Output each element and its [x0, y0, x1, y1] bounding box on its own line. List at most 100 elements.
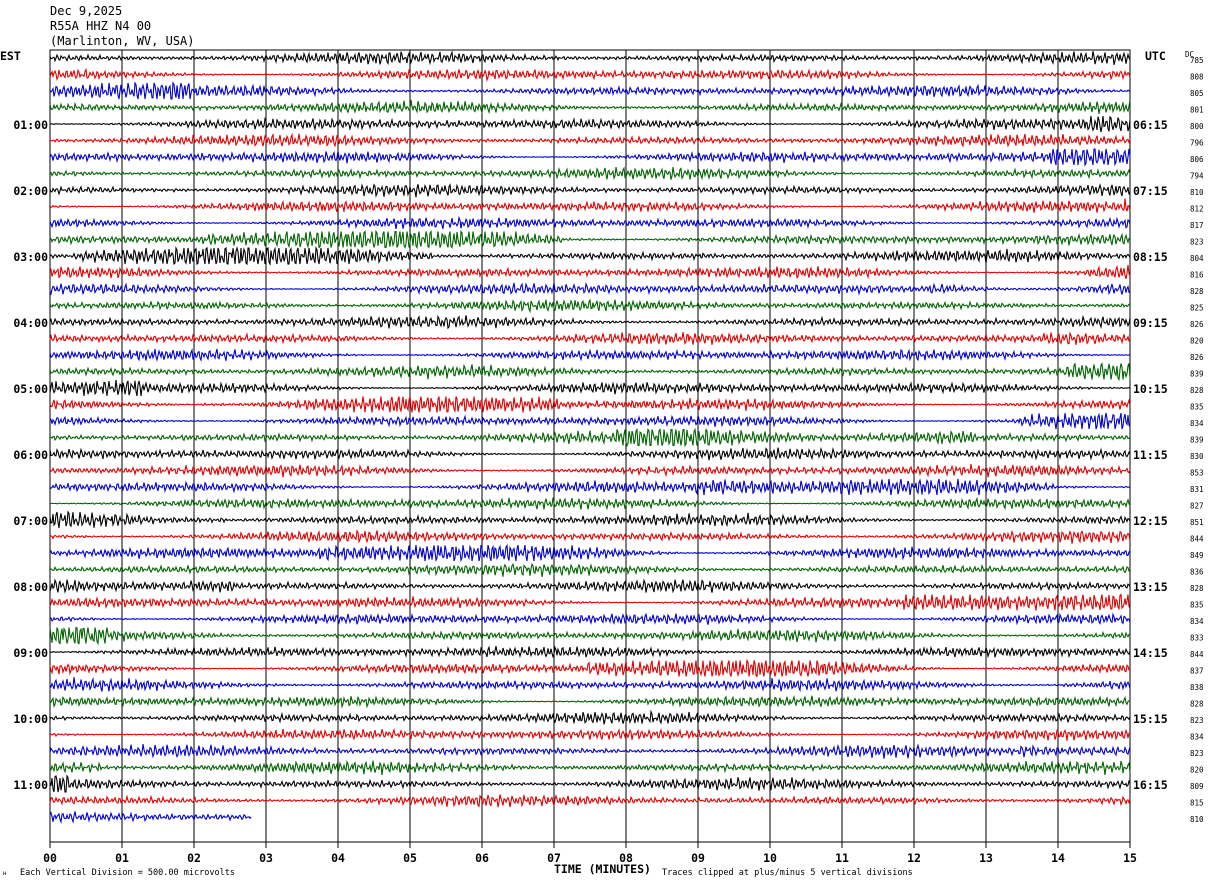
x-tick-label: 13 — [979, 851, 993, 865]
seismic-trace — [49, 331, 1131, 345]
x-tick-label: 09 — [691, 851, 705, 865]
seismic-trace — [49, 412, 1131, 430]
dc-value: 806 — [1190, 155, 1204, 164]
dc-value: 812 — [1190, 205, 1204, 214]
seismic-trace — [49, 182, 1131, 198]
seismic-trace — [49, 645, 1131, 659]
plot-grid — [49, 49, 1131, 848]
est-hour-label: 05:00 — [13, 382, 48, 396]
utc-hour-label: 14:15 — [1133, 646, 1168, 660]
seismic-trace — [49, 496, 1131, 511]
seismic-trace — [49, 81, 1131, 100]
seismic-trace — [49, 282, 1131, 296]
seismic-trace — [49, 612, 1131, 626]
est-hour-label: 04:00 — [13, 316, 48, 330]
seismic-trace — [49, 478, 1131, 496]
dc-value: 836 — [1190, 568, 1204, 577]
dc-value: 785 — [1190, 56, 1204, 65]
seismic-trace — [49, 379, 1131, 397]
dc-value: 826 — [1190, 353, 1204, 362]
x-tick-label: 14 — [1051, 851, 1065, 865]
dc-value: 849 — [1190, 551, 1204, 560]
dc-value: 839 — [1190, 370, 1204, 379]
est-hour-label: 08:00 — [13, 580, 48, 594]
dc-value: 794 — [1190, 172, 1204, 181]
dc-value: 817 — [1190, 221, 1204, 230]
dc-value: 844 — [1190, 650, 1204, 659]
seismic-trace — [49, 50, 1131, 66]
seismic-trace — [49, 743, 1131, 759]
est-hour-label: 07:00 — [13, 514, 48, 528]
dc-value: 796 — [1190, 139, 1204, 148]
dc-value: 810 — [1190, 815, 1204, 824]
dc-value: 808 — [1190, 73, 1204, 82]
est-hour-label: 10:00 — [13, 712, 48, 726]
dc-value: 844 — [1190, 535, 1204, 544]
dc-value: 827 — [1190, 502, 1204, 511]
seismic-trace — [49, 774, 1131, 793]
dc-value: 825 — [1190, 304, 1204, 313]
x-tick-label: 04 — [331, 851, 345, 865]
dc-value: 851 — [1190, 518, 1204, 527]
dc-value: 823 — [1190, 749, 1204, 758]
seismic-trace — [49, 264, 1131, 280]
dc-value: 839 — [1190, 436, 1204, 445]
est-hour-label: 01:00 — [13, 118, 48, 132]
est-hour-label: 03:00 — [13, 250, 48, 264]
x-tick-label: 12 — [907, 851, 921, 865]
seismic-trace — [49, 543, 1131, 563]
x-tick-label: 15 — [1123, 851, 1137, 865]
dc-value: 815 — [1190, 799, 1204, 808]
seismic-trace — [49, 245, 1131, 267]
dc-value: 805 — [1190, 89, 1204, 98]
utc-hour-label: 16:15 — [1133, 778, 1168, 792]
dc-value: 835 — [1190, 601, 1204, 610]
seismic-trace — [49, 166, 1131, 181]
dc-value: 834 — [1190, 733, 1204, 742]
dc-value: 820 — [1190, 766, 1204, 775]
dc-value: 831 — [1190, 485, 1204, 494]
x-tick-label: 08 — [619, 851, 633, 865]
seismic-trace — [49, 759, 1131, 776]
dc-value: 834 — [1190, 617, 1204, 626]
seismic-trace — [49, 578, 1131, 594]
dc-value: 833 — [1190, 634, 1204, 643]
seismic-trace — [49, 811, 252, 825]
seismic-trace — [49, 396, 1131, 414]
utc-hour-label: 08:15 — [1133, 250, 1168, 264]
seismic-trace — [49, 562, 1131, 578]
dc-value: 853 — [1190, 469, 1204, 478]
seismic-trace — [49, 348, 1131, 362]
est-hour-label: 02:00 — [13, 184, 48, 198]
seismic-trace — [49, 314, 1131, 330]
seismic-trace — [49, 463, 1131, 478]
seismic-trace — [49, 727, 1131, 741]
seismic-trace — [49, 709, 1131, 725]
x-tick-label: 06 — [475, 851, 489, 865]
seismic-trace — [49, 148, 1131, 167]
seismic-trace — [49, 694, 1131, 709]
seismic-trace — [49, 99, 1131, 115]
left-axis-label: EST — [0, 49, 21, 63]
utc-hour-label: 10:15 — [1133, 382, 1168, 396]
x-tick-label: 03 — [259, 851, 273, 865]
utc-hour-label: 13:15 — [1133, 580, 1168, 594]
axis-labels: EST UTC DC TIME (MINUTES) Each Vertical … — [0, 49, 1204, 881]
x-tick-label: 11 — [835, 851, 849, 865]
dc-value: 816 — [1190, 271, 1204, 280]
trace-group — [49, 50, 1131, 825]
seismic-trace — [49, 446, 1131, 461]
seismic-trace — [49, 510, 1131, 529]
seismic-trace — [49, 229, 1131, 250]
x-tick-label: 02 — [187, 851, 201, 865]
x-axis-title: TIME (MINUTES) — [554, 862, 651, 876]
location-label: (Marlinton, WV, USA) — [50, 34, 195, 48]
station-label: R55A HHZ N4 00 — [50, 19, 152, 33]
x-tick-label: 01 — [115, 851, 129, 865]
dc-value: 801 — [1190, 106, 1204, 115]
seismic-trace — [49, 67, 1131, 83]
x-tick-label: 05 — [403, 851, 417, 865]
x-tick-label: 00 — [43, 851, 57, 865]
seismic-trace — [49, 115, 1131, 133]
scale-note: Each Vertical Division = 500.00 microvol… — [20, 868, 235, 878]
